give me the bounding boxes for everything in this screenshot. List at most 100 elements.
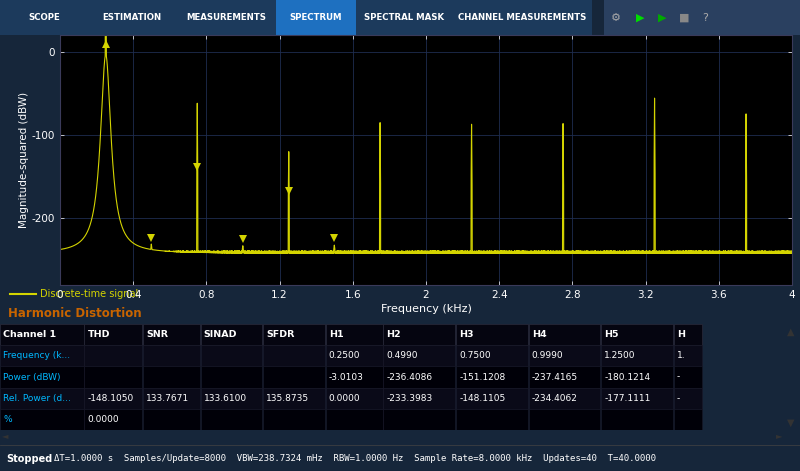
Bar — [0, 366, 83, 388]
Bar — [674, 324, 702, 345]
Text: -234.4062: -234.4062 — [532, 394, 578, 403]
Bar — [276, 0, 356, 35]
Bar — [88, 0, 176, 35]
Text: SPECTRAL MASK: SPECTRAL MASK — [364, 13, 444, 22]
Bar — [0, 324, 83, 345]
Text: H3: H3 — [459, 330, 474, 339]
Text: ΔT=1.0000 s  Samples/Update=8000  VBW=238.7324 mHz  RBW=1.0000 Hz  Sample Rate=8: ΔT=1.0000 s Samples/Update=8000 VBW=238.… — [54, 454, 656, 463]
Text: -151.1208: -151.1208 — [459, 373, 506, 382]
Text: Power (dBW): Power (dBW) — [3, 373, 61, 382]
Text: ▲: ▲ — [786, 326, 794, 336]
Bar — [529, 366, 601, 388]
Y-axis label: Magnitude-squared (dBW): Magnitude-squared (dBW) — [19, 92, 29, 228]
Bar — [602, 409, 673, 430]
Text: -148.1050: -148.1050 — [87, 394, 134, 403]
Text: -236.4086: -236.4086 — [386, 373, 433, 382]
Bar — [356, 0, 452, 35]
Text: THD: THD — [87, 330, 110, 339]
Bar — [263, 345, 325, 366]
Bar — [0, 409, 83, 430]
Bar — [326, 345, 382, 366]
Text: SPECTRUM: SPECTRUM — [290, 13, 342, 22]
Text: 133.6100: 133.6100 — [204, 394, 247, 403]
Text: -148.1105: -148.1105 — [459, 394, 506, 403]
Text: ▼: ▼ — [786, 418, 794, 428]
Bar — [529, 409, 601, 430]
Text: 0.2500: 0.2500 — [329, 351, 360, 360]
Bar — [602, 345, 673, 366]
Bar — [84, 366, 142, 388]
Text: -3.0103: -3.0103 — [329, 373, 363, 382]
Text: -233.3983: -233.3983 — [386, 394, 433, 403]
Text: ESTIMATION: ESTIMATION — [102, 13, 162, 22]
Bar — [602, 388, 673, 409]
Bar — [143, 324, 200, 345]
Text: 0.4990: 0.4990 — [386, 351, 418, 360]
Bar — [0, 0, 88, 35]
Text: -180.1214: -180.1214 — [604, 373, 650, 382]
Bar — [602, 366, 673, 388]
Bar — [383, 366, 455, 388]
Text: SFDR: SFDR — [266, 330, 294, 339]
Bar — [383, 388, 455, 409]
Bar — [326, 324, 382, 345]
Bar — [263, 388, 325, 409]
Bar — [84, 345, 142, 366]
Text: Discrete-time signal: Discrete-time signal — [40, 289, 138, 300]
Text: SINAD: SINAD — [204, 330, 238, 339]
Text: 0.0000: 0.0000 — [329, 394, 360, 403]
Text: H2: H2 — [386, 330, 401, 339]
Bar — [383, 345, 455, 366]
Text: H5: H5 — [604, 330, 619, 339]
Bar — [0, 388, 83, 409]
Bar — [456, 345, 528, 366]
Text: Stopped: Stopped — [6, 454, 53, 464]
Bar — [0, 345, 83, 366]
Text: H4: H4 — [532, 330, 546, 339]
Bar — [529, 345, 601, 366]
Bar — [201, 345, 262, 366]
Bar — [383, 324, 455, 345]
Bar — [326, 409, 382, 430]
Text: CHANNEL MEASUREMENTS: CHANNEL MEASUREMENTS — [458, 13, 586, 22]
Bar — [143, 388, 200, 409]
Bar — [326, 366, 382, 388]
Text: 135.8735: 135.8735 — [266, 394, 310, 403]
Bar — [383, 409, 455, 430]
Bar — [201, 409, 262, 430]
Bar — [143, 345, 200, 366]
Bar — [201, 324, 262, 345]
Bar — [263, 324, 325, 345]
Text: ◄: ◄ — [2, 431, 9, 440]
Bar — [143, 409, 200, 430]
Text: -: - — [677, 394, 680, 403]
Text: -237.4165: -237.4165 — [532, 373, 578, 382]
Text: Rel. Power (d...: Rel. Power (d... — [3, 394, 71, 403]
Text: ■: ■ — [678, 13, 690, 23]
Bar — [674, 366, 702, 388]
Bar — [452, 0, 592, 35]
Bar — [84, 388, 142, 409]
Bar — [143, 366, 200, 388]
Text: 0.0000: 0.0000 — [87, 415, 119, 424]
Bar — [456, 324, 528, 345]
Bar — [84, 324, 142, 345]
Bar — [674, 345, 702, 366]
Text: Harmonic Distortion: Harmonic Distortion — [8, 308, 142, 320]
Bar — [201, 388, 262, 409]
Bar — [456, 409, 528, 430]
X-axis label: Frequency (kHz): Frequency (kHz) — [381, 304, 471, 314]
Bar — [263, 366, 325, 388]
Text: -177.1111: -177.1111 — [604, 394, 650, 403]
Bar — [263, 409, 325, 430]
Text: Channel 1: Channel 1 — [3, 330, 56, 339]
Text: ▶: ▶ — [636, 13, 644, 23]
Bar — [456, 388, 528, 409]
Text: H1: H1 — [329, 330, 343, 339]
Text: 0.9990: 0.9990 — [532, 351, 563, 360]
Bar — [529, 324, 601, 345]
Text: %: % — [3, 415, 12, 424]
Text: ?: ? — [702, 13, 709, 23]
Text: Frequency (k...: Frequency (k... — [3, 351, 70, 360]
Text: 1.2500: 1.2500 — [604, 351, 636, 360]
